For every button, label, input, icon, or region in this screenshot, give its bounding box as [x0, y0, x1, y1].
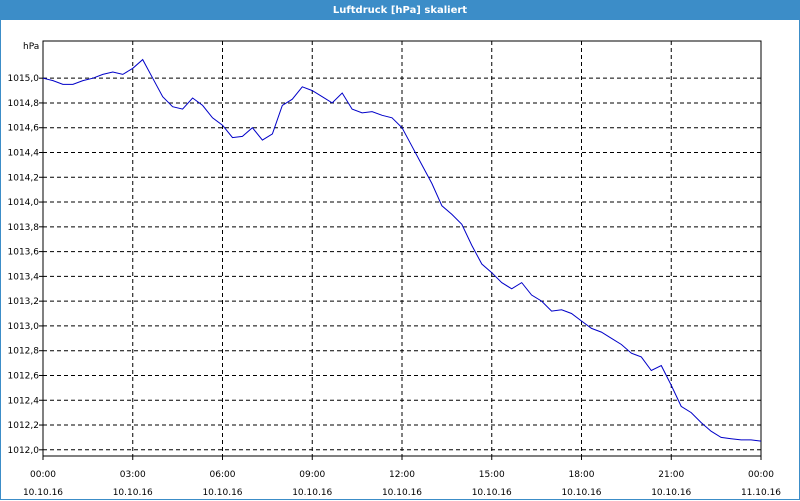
- x-tick-date: 10.10.16: [472, 488, 512, 498]
- y-tick-label: 1014,6: [8, 124, 40, 134]
- x-tick-time: 00:00: [30, 470, 56, 480]
- x-tick-time: 06:00: [210, 470, 236, 480]
- window-title: Luftdruck [hPa] skaliert: [1, 1, 799, 20]
- y-tick-label: 1015,0: [8, 74, 40, 84]
- x-tick-time: 21:00: [658, 470, 684, 480]
- y-tick-label: 1014,8: [8, 99, 40, 109]
- x-tick-date: 10.10.16: [561, 488, 601, 498]
- x-tick-time: 12:00: [389, 470, 415, 480]
- x-tick-date: 10.10.16: [382, 488, 422, 498]
- y-tick-labels: 1012,0 1012,2 1012,4 1012,6 1012,8 1013,0 1013…: [8, 74, 40, 456]
- y-tick-label: 1013,8: [8, 223, 40, 233]
- y-tick-label: 1013,0: [8, 322, 40, 332]
- grid: [39, 41, 762, 460]
- y-tick-label: 1012,0: [8, 446, 40, 456]
- x-tick-time: 18:00: [569, 470, 595, 480]
- x-tick-date: 10.10.16: [651, 488, 691, 498]
- x-tick-date: 10.10.16: [292, 488, 332, 498]
- y-tick-label: 1013,4: [8, 272, 40, 282]
- y-tick-label: 1012,6: [8, 371, 40, 381]
- y-tick-label: 1014,2: [8, 173, 40, 183]
- x-tick-time: 03:00: [120, 470, 146, 480]
- x-tick-time: 09:00: [299, 470, 325, 480]
- x-tick-date: 10.10.16: [23, 488, 63, 498]
- x-tick-date: 10.10.16: [202, 488, 242, 498]
- plot-frame: [42, 40, 762, 457]
- y-tick-label: 1012,8: [8, 347, 40, 357]
- y-tick-label: 1014,0: [8, 198, 40, 208]
- y-tick-label: 1012,4: [8, 396, 40, 406]
- x-tick-labels: 00:00 10.10.16 03:00 10.10.16 06:00 10.10.16 0…: [23, 470, 781, 498]
- x-tick-time: 15:00: [479, 470, 505, 480]
- y-tick-label: 1013,2: [8, 297, 40, 307]
- series-line-luftdruck: [42, 58, 762, 442]
- y-tick-label: 1014,4: [8, 148, 40, 158]
- y-tick-label: 1012,2: [8, 421, 40, 431]
- y-unit-label: hPa: [23, 42, 39, 52]
- x-tick-date: 11.10.16: [741, 488, 781, 498]
- x-tick-date: 10.10.16: [113, 488, 153, 498]
- x-tick-time: 00:00: [748, 470, 774, 480]
- y-tick-label: 1013,6: [8, 248, 40, 258]
